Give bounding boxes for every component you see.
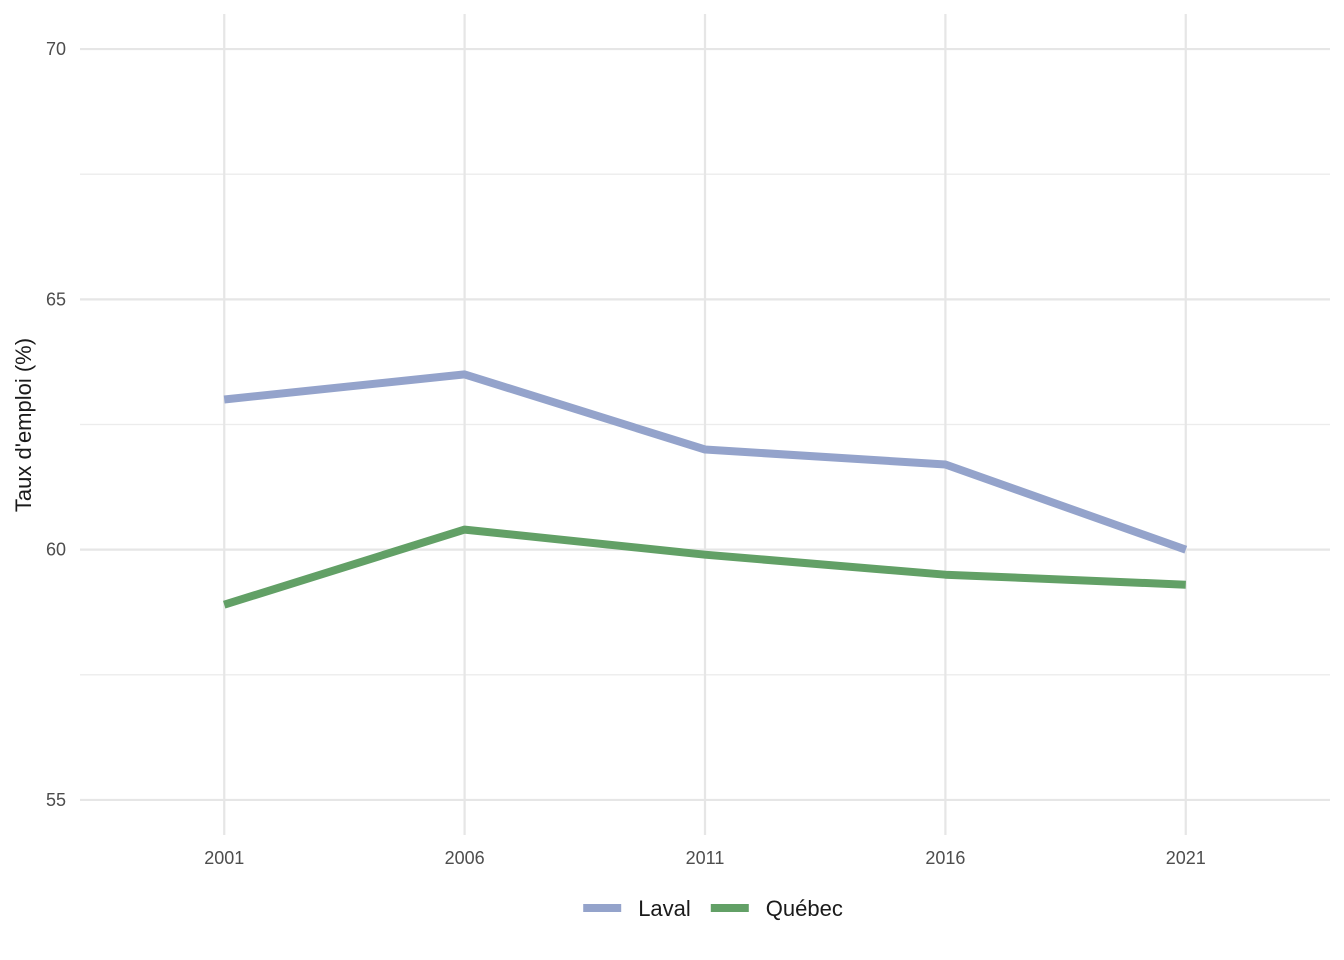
x-tick-label: 2006 (445, 848, 485, 868)
x-tick-label: 2021 (1166, 848, 1206, 868)
legend: Laval Québec (583, 896, 843, 921)
y-tick-label: 55 (46, 790, 66, 810)
x-tick-label: 2011 (686, 848, 725, 868)
legend-label-québec: Québec (766, 896, 843, 921)
x-axis-ticks: 2001 2006 2011 2016 2021 (204, 848, 1206, 868)
x-tick-label: 2016 (925, 848, 965, 868)
legend-label-laval: Laval (638, 896, 691, 921)
series-lines (223, 370, 1188, 609)
grid (80, 14, 1330, 835)
x-tick-label: 2001 (204, 848, 244, 868)
y-tick-label: 60 (46, 540, 66, 560)
series-line-québec (223, 525, 1186, 609)
y-tick-label: 65 (46, 289, 66, 309)
legend-items: Laval Québec (583, 896, 843, 921)
y-axis-ticks: 55 60 65 70 (46, 39, 66, 810)
series-line-laval (223, 370, 1188, 554)
y-tick-label: 70 (46, 39, 66, 59)
y-axis-title: Taux d'emploi (%) (11, 338, 36, 512)
